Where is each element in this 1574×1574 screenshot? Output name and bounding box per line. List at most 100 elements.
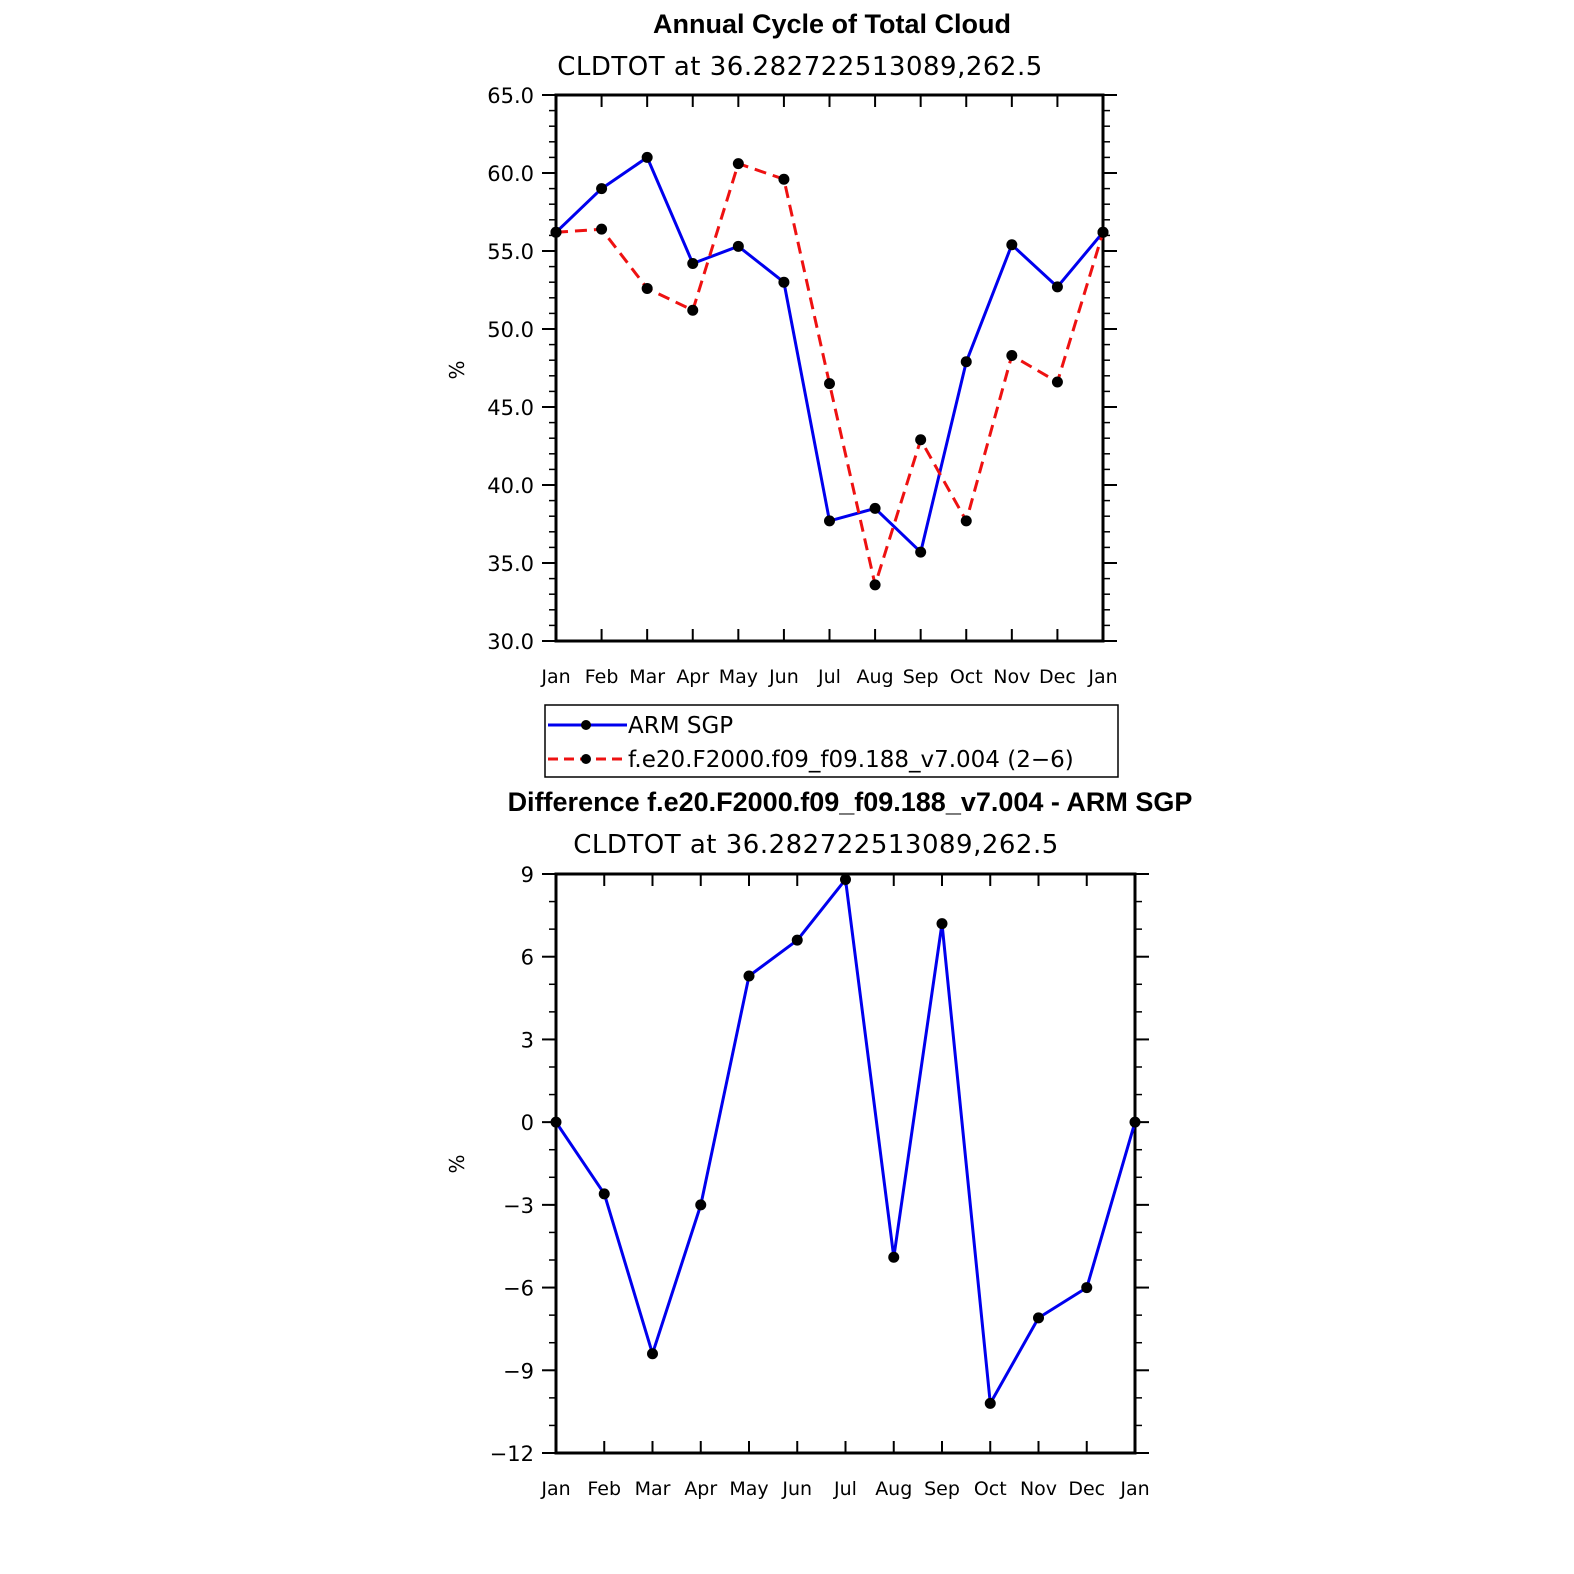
chart2-x-tick-label: Jan: [1119, 1478, 1149, 1500]
chart2-series-0-point: [1129, 1116, 1141, 1128]
chart1-series-0-point: [641, 151, 653, 163]
chart1-frame: [554, 93, 1105, 643]
chart1-series-0-point: [687, 257, 699, 269]
chart1-series-0-point: [915, 546, 927, 558]
chart2-series-0-point: [936, 918, 948, 930]
chart2-y-axis-label: %: [445, 1154, 469, 1173]
legend-arm-sgp-label: ARM SGP: [628, 713, 733, 739]
chart1-series-1-point: [1097, 226, 1109, 238]
chart1-series-1-point: [1006, 350, 1018, 362]
legend-arm-sgp-marker: [581, 720, 591, 730]
chart2-series-0-point: [1033, 1312, 1044, 1324]
chart2-x-tick-label: Aug: [875, 1478, 912, 1500]
chart2-x-tick-label: Jun: [781, 1478, 812, 1500]
chart2-series-0-point: [984, 1397, 996, 1409]
chart1-series-1-point: [960, 515, 972, 527]
chart1-series-0-point: [1006, 239, 1018, 251]
chart1-plot-area: Jan Feb Mar Apr May Jun Jul Aug Sep Oct Nov Dec Jan 6…: [487, 84, 1117, 688]
chart1-series-0-point: [778, 276, 790, 288]
chart2-y-tick-label: −3: [503, 1194, 534, 1218]
chart1-y-tick-label: 40.0: [487, 474, 534, 498]
legend-box: [544, 704, 1119, 778]
chart2-x-tick-label: Mar: [635, 1478, 671, 1500]
chart2-x-tick-label: Jan: [540, 1478, 570, 1500]
chart2-series-0-point: [695, 1199, 707, 1211]
chart1-series-1-point: [869, 579, 881, 591]
chart2-subtitle: CLDTOT at 36.282722513089,262.5: [573, 830, 1059, 860]
chart1-series-0-point: [1051, 281, 1063, 293]
chart1-series-1-point: [778, 173, 790, 185]
chart2-x-tick-label: Jul: [833, 1478, 857, 1500]
chart1-series-0-point: [960, 356, 972, 368]
chart2-x-tick-label: May: [729, 1478, 768, 1500]
chart1-x-tick-label: Apr: [676, 666, 709, 688]
chart1-title: Annual Cycle of Total Cloud: [653, 9, 1011, 39]
chart2-y-tick-label: 3: [521, 1028, 534, 1052]
chart1-x-tick-label: Jan: [540, 666, 570, 688]
chart2-x-tick-label: Nov: [1020, 1478, 1057, 1500]
chart2-series-0-point: [888, 1251, 900, 1263]
chart2-series-0-point: [1081, 1282, 1093, 1294]
chart2-series-0-point: [598, 1188, 610, 1200]
chart1-y-axis-label: %: [445, 360, 469, 379]
chart1-subtitle: CLDTOT at 36.282722513089,262.5: [557, 52, 1043, 82]
chart2-y-tick-label: −6: [503, 1277, 534, 1301]
chart1-y-tick-label: 30.0: [487, 630, 534, 654]
chart1-series-1-point: [732, 158, 744, 170]
chart1-x-tick-label: Sep: [903, 666, 939, 688]
chart1-series-0-point: [869, 502, 881, 514]
chart1-series-1-point: [596, 223, 608, 235]
chart1-x-tick-label: Aug: [857, 666, 894, 688]
chart1-y-tick-label: 55.0: [487, 240, 534, 264]
chart1-series-1-point: [641, 282, 653, 294]
difference-chart: Difference f.e20.F2000.f09_f09.188_v7.00…: [445, 787, 1192, 1500]
legend-model-label: f.e20.F2000.f09_f09.188_v7.004 (2−6): [628, 747, 1074, 773]
chart1-x-tick-label: Oct: [950, 666, 983, 688]
chart2-series-0-line: [554, 878, 1137, 1405]
chart1-series-1-point: [550, 226, 562, 238]
chart1-y-tick-label: 65.0: [487, 84, 534, 108]
legend-model-marker: [581, 754, 591, 764]
chart2-y-tick-label: 9: [521, 863, 534, 887]
chart1-y-tick-label: 50.0: [487, 318, 534, 342]
chart2-frame: [554, 872, 1137, 1455]
chart1-x-tick-label: Feb: [585, 666, 619, 688]
chart2-plot-area: Jan Feb Mar Apr May Jun Jul Aug Sep Oct Nov Dec Jan 9…: [490, 863, 1150, 1500]
chart1-x-tick-label: Jul: [817, 666, 841, 688]
chart2-x-tick-label: Oct: [974, 1478, 1007, 1500]
chart1-series-0-point: [824, 515, 835, 527]
chart2-x-tick-label: Apr: [684, 1478, 717, 1500]
chart1-series-0-point: [732, 240, 744, 252]
chart2-series-0-point: [550, 1116, 562, 1128]
chart2-x-tick-label: Dec: [1068, 1478, 1105, 1500]
chart2-series-0-point: [791, 934, 803, 946]
chart1-y-tick-label: 35.0: [487, 552, 534, 576]
chart1-series-1-point: [687, 304, 699, 316]
chart2-series-0-point: [647, 1348, 658, 1360]
chart1-x-tick-label: Nov: [993, 666, 1030, 688]
chart2-y-tick-label: 6: [521, 946, 534, 970]
chart1-series-1-point: [824, 378, 835, 390]
chart2-y-tick-label: −12: [490, 1442, 534, 1466]
chart1-series-0-point: [596, 183, 608, 195]
chart2-series-0-point: [743, 970, 755, 982]
chart1-x-tick-label: Dec: [1039, 666, 1076, 688]
chart2-series-0-point: [840, 874, 851, 886]
chart2-y-tick-label: −9: [503, 1359, 534, 1383]
chart1-x-tick-label: Mar: [629, 666, 665, 688]
chart1-series-1-point: [915, 434, 927, 446]
chart1-y-tick-label: 45.0: [487, 396, 534, 420]
chart1-legend: ARM SGP f.e20.F2000.f09_f09.188_v7.004 (…: [544, 704, 1119, 778]
chart1-series-0-line: [554, 155, 1105, 554]
chart2-y-tick-label: 0: [521, 1111, 534, 1135]
chart2-title: Difference f.e20.F2000.f09_f09.188_v7.00…: [508, 787, 1193, 817]
chart1-y-tick-label: 60.0: [487, 162, 534, 186]
chart2-x-tick-label: Sep: [924, 1478, 960, 1500]
chart1-x-tick-label: May: [719, 666, 758, 688]
chart2-x-tick-label: Feb: [587, 1478, 621, 1500]
annual-cycle-chart: Annual Cycle of Total Cloud CLDTOT at 36…: [445, 9, 1119, 778]
chart1-x-tick-label: Jun: [768, 666, 799, 688]
chart1-series-1-point: [1051, 376, 1063, 388]
chart1-x-tick-label: Jan: [1087, 666, 1117, 688]
